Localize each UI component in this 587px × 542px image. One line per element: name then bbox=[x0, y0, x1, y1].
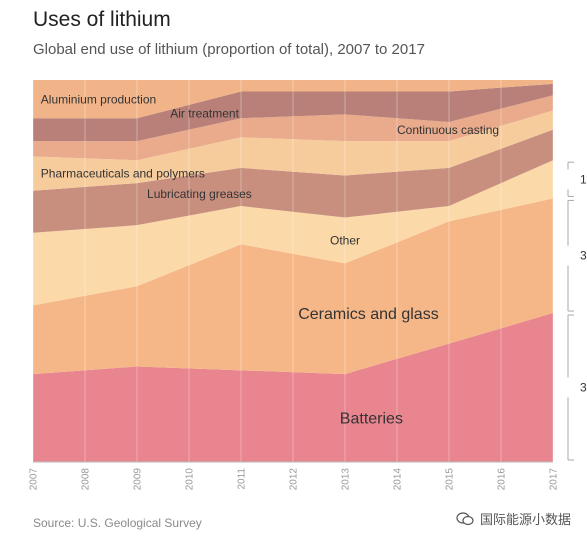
x-tick-label: 2009 bbox=[133, 468, 144, 491]
x-tick-label: 2016 bbox=[497, 468, 508, 491]
share-annotation: 39% bbox=[580, 381, 587, 395]
area-continuous-casting bbox=[33, 95, 553, 161]
series-label-aluminium-production: Aluminium production bbox=[41, 92, 156, 106]
x-tick-label: 2007 bbox=[29, 468, 40, 491]
series-label-air-treatment: Air treatment bbox=[170, 107, 239, 121]
watermark: 国际能源小数据 bbox=[456, 509, 571, 528]
area-lubricating-greases bbox=[33, 129, 553, 233]
series-label-pharmaceuticals-and-polymers: Pharmaceuticals and polymers bbox=[41, 167, 205, 181]
area-batteries bbox=[33, 313, 553, 462]
source-note: Source: U.S. Geological Survey bbox=[33, 516, 202, 530]
x-tick-label: 2013 bbox=[341, 468, 352, 491]
chart-title: Uses of lithium bbox=[33, 8, 171, 31]
area-air-treatment bbox=[33, 83, 553, 142]
series-label-other: Other bbox=[330, 234, 360, 248]
area-aluminium-production bbox=[33, 80, 553, 119]
series-label-continuous-casting: Continuous casting bbox=[397, 123, 499, 137]
series-label-lubricating-greases: Lubricating greases bbox=[147, 187, 252, 201]
x-tick-label: 2012 bbox=[289, 468, 300, 491]
x-tick-label: 2014 bbox=[393, 468, 404, 491]
watermark-text: 国际能源小数据 bbox=[479, 512, 571, 527]
series-label-ceramics-and-glass: Ceramics and glass bbox=[298, 306, 439, 323]
share-annotation: 10% bbox=[580, 172, 587, 186]
x-tick-label: 2017 bbox=[549, 468, 560, 491]
area-ceramics-and-glass bbox=[33, 198, 553, 375]
x-tick-label: 2015 bbox=[445, 468, 456, 491]
x-tick-label: 2011 bbox=[237, 468, 248, 490]
x-tick-label: 2008 bbox=[81, 468, 92, 491]
share-annotation: 30% bbox=[580, 249, 587, 263]
area-other bbox=[33, 160, 553, 306]
x-tick-label: 2010 bbox=[185, 468, 196, 491]
chart-subtitle: Global end use of lithium (proportion of… bbox=[33, 41, 425, 58]
wechat-icon bbox=[456, 511, 474, 525]
area-pharmaceuticals-and-polymers bbox=[33, 110, 553, 191]
series-label-batteries: Batteries bbox=[340, 411, 403, 428]
